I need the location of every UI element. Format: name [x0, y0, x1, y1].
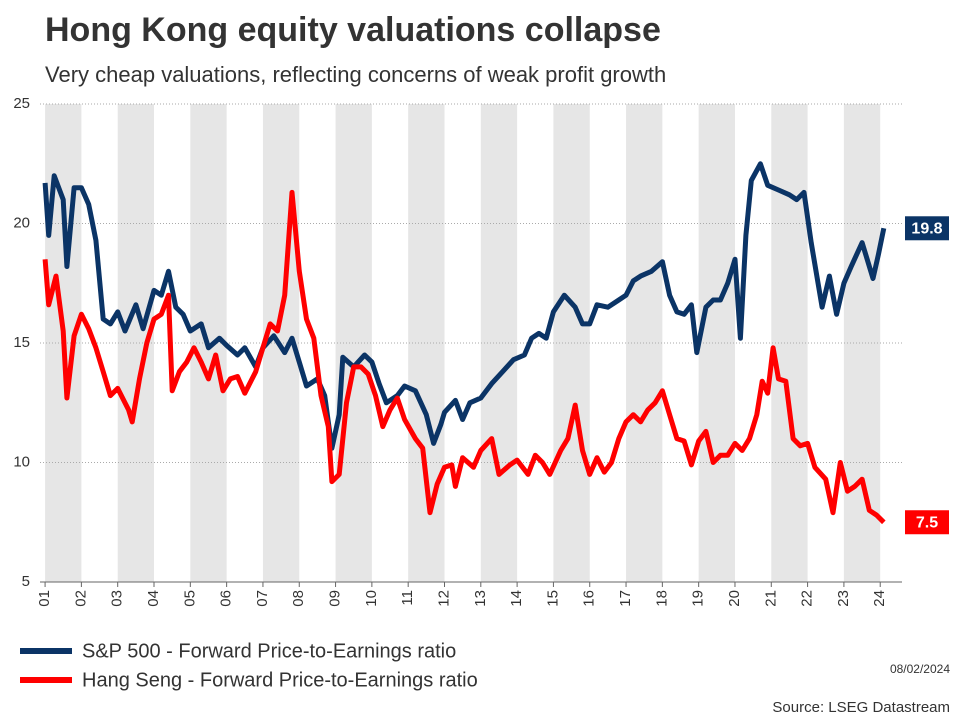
end-label-box — [905, 510, 949, 535]
x-tick-label: 06 — [218, 590, 235, 607]
chart-subtitle: Very cheap valuations, reflecting concer… — [45, 62, 666, 87]
x-tick-label: 16 — [581, 590, 598, 607]
y-tick-label: 25 — [13, 95, 30, 112]
x-tick-label: 21 — [762, 590, 779, 607]
x-tick-label: 01 — [36, 590, 53, 607]
year-band — [335, 104, 372, 582]
x-tick-label: 02 — [72, 590, 89, 607]
x-tick-label: 19 — [690, 590, 707, 607]
x-tick-label: 14 — [508, 590, 525, 607]
y-tick-label: 5 — [22, 573, 30, 590]
y-tick-label: 20 — [13, 214, 30, 231]
x-tick-label: 20 — [726, 590, 743, 607]
end-label-box — [905, 216, 949, 241]
series-line — [42, 161, 887, 451]
x-tick-label: 23 — [835, 590, 852, 607]
x-tick-label: 07 — [254, 590, 271, 607]
x-tick-label: 15 — [544, 590, 561, 607]
end-label: 7.5 — [916, 514, 938, 531]
x-tick-label: 18 — [653, 590, 670, 607]
year-band — [698, 104, 735, 582]
x-tick-label: 17 — [617, 590, 634, 607]
x-tick-label: 09 — [327, 590, 344, 607]
x-tick-label: 13 — [472, 590, 489, 607]
x-tick-label: 03 — [109, 590, 126, 607]
x-tick-label: 22 — [799, 590, 816, 607]
x-tick-label: 08 — [290, 590, 307, 607]
x-tick-label: 10 — [363, 590, 380, 607]
y-tick-label: 15 — [13, 334, 30, 351]
x-tick-label: 12 — [435, 590, 452, 607]
date: 08/02/2024 — [890, 662, 950, 676]
source: Source: LSEG Datastream — [772, 699, 950, 716]
x-tick-label: 04 — [145, 590, 162, 607]
x-tick-label: 11 — [399, 590, 416, 606]
year-band — [771, 104, 808, 582]
year-band — [626, 104, 663, 582]
chart-title: Hong Kong equity valuations collapse — [45, 11, 661, 49]
legend-label: Hang Seng - Forward Price-to-Earnings ra… — [82, 669, 478, 691]
legend-label: S&P 500 - Forward Price-to-Earnings rati… — [82, 640, 456, 662]
y-tick-label: 10 — [13, 453, 30, 470]
x-tick-label: 05 — [181, 590, 198, 607]
x-tick-label: 24 — [871, 590, 888, 607]
series-line — [42, 189, 886, 525]
end-label: 19.8 — [911, 220, 942, 237]
